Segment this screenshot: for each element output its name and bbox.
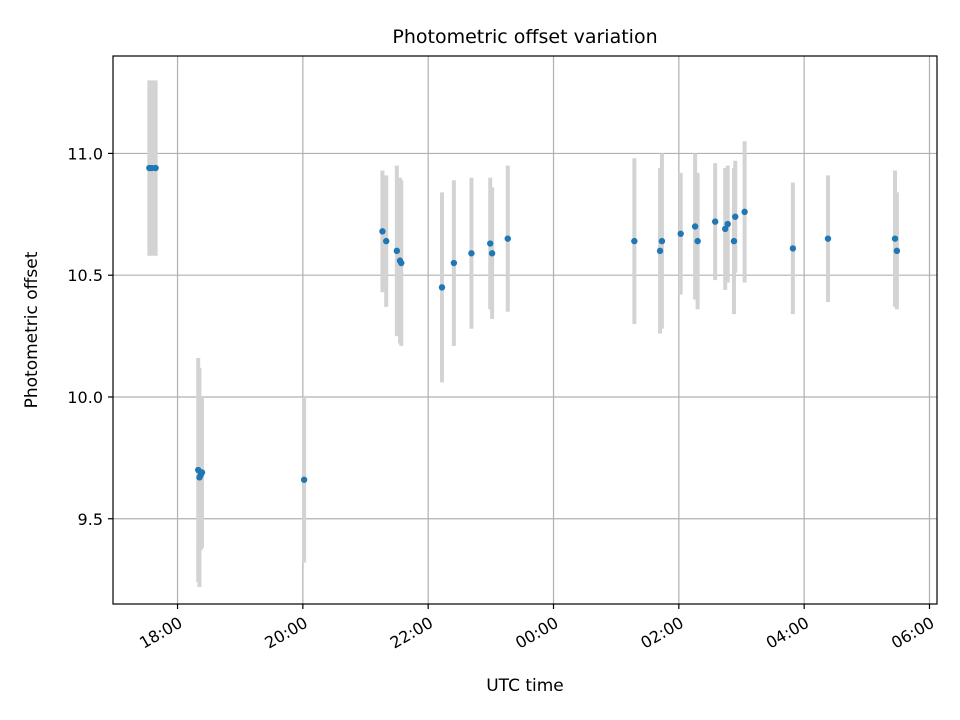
- data-point: [722, 225, 729, 233]
- data-point: [658, 237, 666, 245]
- data-point: [488, 250, 496, 257]
- data-point: [656, 247, 664, 255]
- data-point: [393, 247, 401, 255]
- grid: [113, 56, 937, 604]
- data-point: [383, 237, 390, 245]
- data-point: [741, 208, 748, 216]
- data-point: [398, 259, 405, 267]
- y-tick-label: 10.5: [67, 266, 103, 285]
- x-tick-label: 00:00: [512, 613, 561, 653]
- data-point: [631, 237, 638, 245]
- data-point: [152, 164, 159, 172]
- plot-frame: [112, 55, 938, 605]
- data-point: [732, 213, 739, 220]
- data-point: [824, 235, 832, 242]
- x-axis-label: UTC time: [486, 676, 564, 696]
- data-point: [891, 235, 899, 242]
- x-tick-label: 18:00: [136, 613, 185, 653]
- data-point: [300, 476, 308, 483]
- data-point: [438, 284, 446, 291]
- chart-title: Photometric offset variation: [392, 26, 657, 48]
- data-point: [694, 237, 701, 245]
- data-point: [789, 245, 797, 252]
- data-point: [198, 469, 206, 476]
- data-point: [504, 235, 511, 242]
- data-point: [730, 237, 738, 245]
- y-tick-label: 9.5: [78, 510, 103, 529]
- y-tick-label: 10.0: [67, 388, 103, 407]
- data-point: [711, 218, 719, 225]
- x-tick-label: 06:00: [888, 613, 937, 653]
- y-axis-label: Photometric offset: [22, 251, 42, 408]
- data-point: [487, 240, 494, 247]
- x-tick-label: 02:00: [637, 613, 686, 653]
- data-point: [677, 230, 684, 237]
- y-tick-label: 11.0: [67, 144, 103, 163]
- data-points: [146, 164, 901, 483]
- data-point: [468, 250, 475, 257]
- error-bars: [147, 80, 899, 587]
- data-point: [893, 247, 901, 255]
- x-tick-label: 04:00: [763, 613, 812, 653]
- data-point: [450, 259, 458, 267]
- data-point: [724, 220, 731, 228]
- x-tick-label: 20:00: [261, 613, 310, 653]
- data-point: [379, 228, 386, 235]
- x-tick-label: 22:00: [387, 613, 436, 653]
- data-point: [691, 223, 699, 230]
